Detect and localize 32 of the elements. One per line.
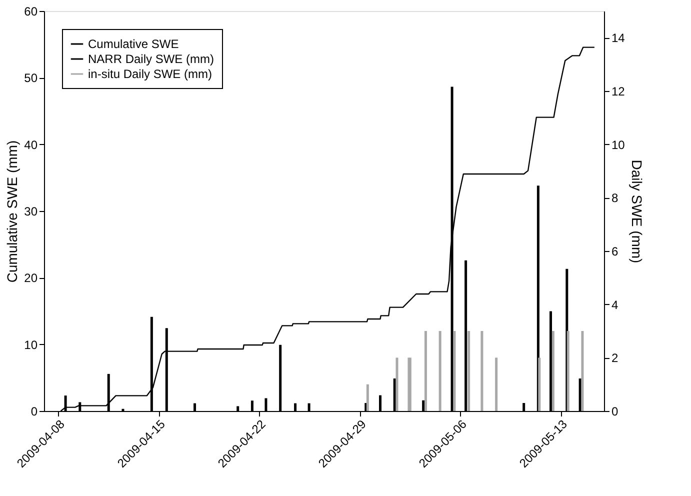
bar [468,331,470,411]
legend-label: Cumulative SWE [88,37,179,51]
bar [453,331,456,411]
y2-tick-label: 4 [612,298,618,312]
bar [366,384,369,411]
y2-tick-label: 0 [612,404,618,418]
bar [396,358,398,411]
y-tick-label: 50 [24,71,38,86]
y2-axis-title: Daily SWE (mm) [628,160,645,264]
y-tick-label: 60 [24,4,38,18]
y-tick-label: 30 [24,204,38,218]
bar [424,331,427,411]
bar [538,358,541,411]
bar [552,331,554,411]
bar [566,331,570,411]
y2-tick-label: 12 [612,84,626,98]
y-axis-title: Cumulative SWE (mm) [4,140,20,283]
y2-tick-label: 2 [612,351,618,366]
bar [480,331,484,411]
y-tick-label: 20 [24,271,38,286]
y-tick-label: 10 [24,338,38,352]
legend-label: NARR Daily SWE (mm) [88,52,214,66]
bar [495,358,498,411]
y-tick-label: 40 [24,138,38,152]
y2-tick-label: 14 [612,31,626,46]
y2-tick-label: 8 [612,191,618,206]
y-tick-label: 0 [30,404,38,418]
legend-label: in-situ Daily SWE (mm) [88,67,212,81]
bar [581,331,584,411]
bar [438,331,442,411]
y2-tick-label: 6 [612,244,618,258]
y2-tick-label: 10 [612,138,626,152]
